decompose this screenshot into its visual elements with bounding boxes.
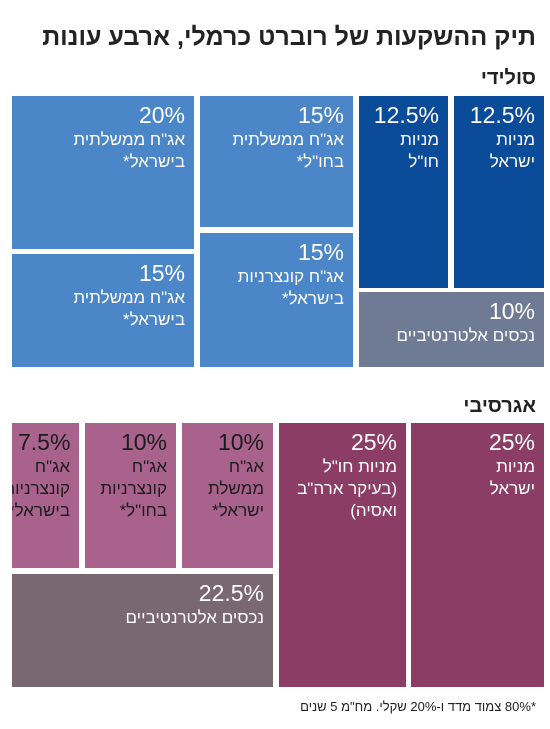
tile-value: 12.5%	[373, 102, 439, 128]
tile-solid-6: 15% אג"ח ממשלתית בישראל*	[12, 254, 194, 367]
tile-aggressive-5: 22.5% נכסים אלטרנטיביים	[12, 574, 273, 687]
portfolio-label-aggressive: אגרסיבי	[463, 395, 536, 417]
tile-solid-1: 12.5% מניות חו"ל	[359, 96, 448, 288]
tile-value: 15%	[297, 102, 344, 128]
tile-label: מניות חו"ל	[400, 130, 439, 171]
tile-value: 7.5%	[18, 429, 71, 455]
tile-aggressive-0: 25% מניות ישראל	[411, 423, 544, 687]
tile-label: מניות ישראל	[489, 457, 535, 498]
tile-aggressive-4: 7.5% אג"ח קונצרניות בישראל*	[12, 423, 79, 568]
tile-value: 15%	[297, 239, 344, 265]
tile-value: 22.5%	[198, 580, 264, 606]
tile-aggressive-3: 10% אג"ח קונצרניות בחו"ל*	[85, 423, 176, 568]
tile-label: אג"ח ממשלתית בחו"ל*	[232, 130, 344, 171]
tile-label: נכסים אלטרנטיביים	[125, 608, 264, 627]
tile-value: 10%	[120, 429, 167, 455]
tile-label: אג"ח ממשלתית בישראל*	[73, 288, 185, 329]
tile-solid-0: 12.5% מניות ישראל	[454, 96, 544, 288]
tile-aggressive-2: 10% אג"ח ממשלת ישראל*	[182, 423, 273, 568]
tile-label: אג"ח ממשלתית בישראל*	[73, 130, 185, 171]
tile-label: נכסים אלטרנטיביים	[396, 326, 535, 345]
tile-solid-3: 15% אג"ח ממשלתית בחו"ל*	[200, 96, 353, 227]
tile-solid-5: 20% אג"ח ממשלתית בישראל*	[12, 96, 194, 249]
tile-value: 10%	[488, 298, 535, 324]
tile-value: 20%	[138, 102, 185, 128]
tile-label: מניות ישראל	[489, 130, 535, 171]
tile-solid-4: 15% אג"ח קונצרניות בישראל*	[200, 233, 353, 367]
tile-solid-2: 10% נכסים אלטרנטיביים	[359, 292, 544, 367]
tile-label: אג"ח קונצרניות בישראל*	[12, 457, 70, 520]
tile-label: אג"ח קונצרניות בחו"ל*	[100, 457, 167, 520]
tile-aggressive-1: 25% מניות חו"ל (בעיקר ארה"ב ואסיה)	[279, 423, 406, 687]
chart-title: תיק ההשקעות של רוברט כרמלי, ארבע עונות	[42, 23, 536, 51]
tile-value: 15%	[138, 260, 185, 286]
portfolio-label-solid: סולידי	[480, 67, 536, 89]
tile-value: 25%	[350, 429, 397, 455]
tile-value: 12.5%	[469, 102, 535, 128]
footnote: *80% צמוד מדד ו-20% שקלי. מח"מ 5 שנים	[300, 699, 536, 714]
tile-label: מניות חו"ל (בעיקר ארה"ב ואסיה)	[297, 457, 397, 520]
tile-label: אג"ח ממשלת ישראל*	[207, 457, 264, 520]
tile-label: אג"ח קונצרניות בישראל*	[237, 267, 344, 308]
tile-value: 25%	[488, 429, 535, 455]
tile-value: 10%	[217, 429, 264, 455]
